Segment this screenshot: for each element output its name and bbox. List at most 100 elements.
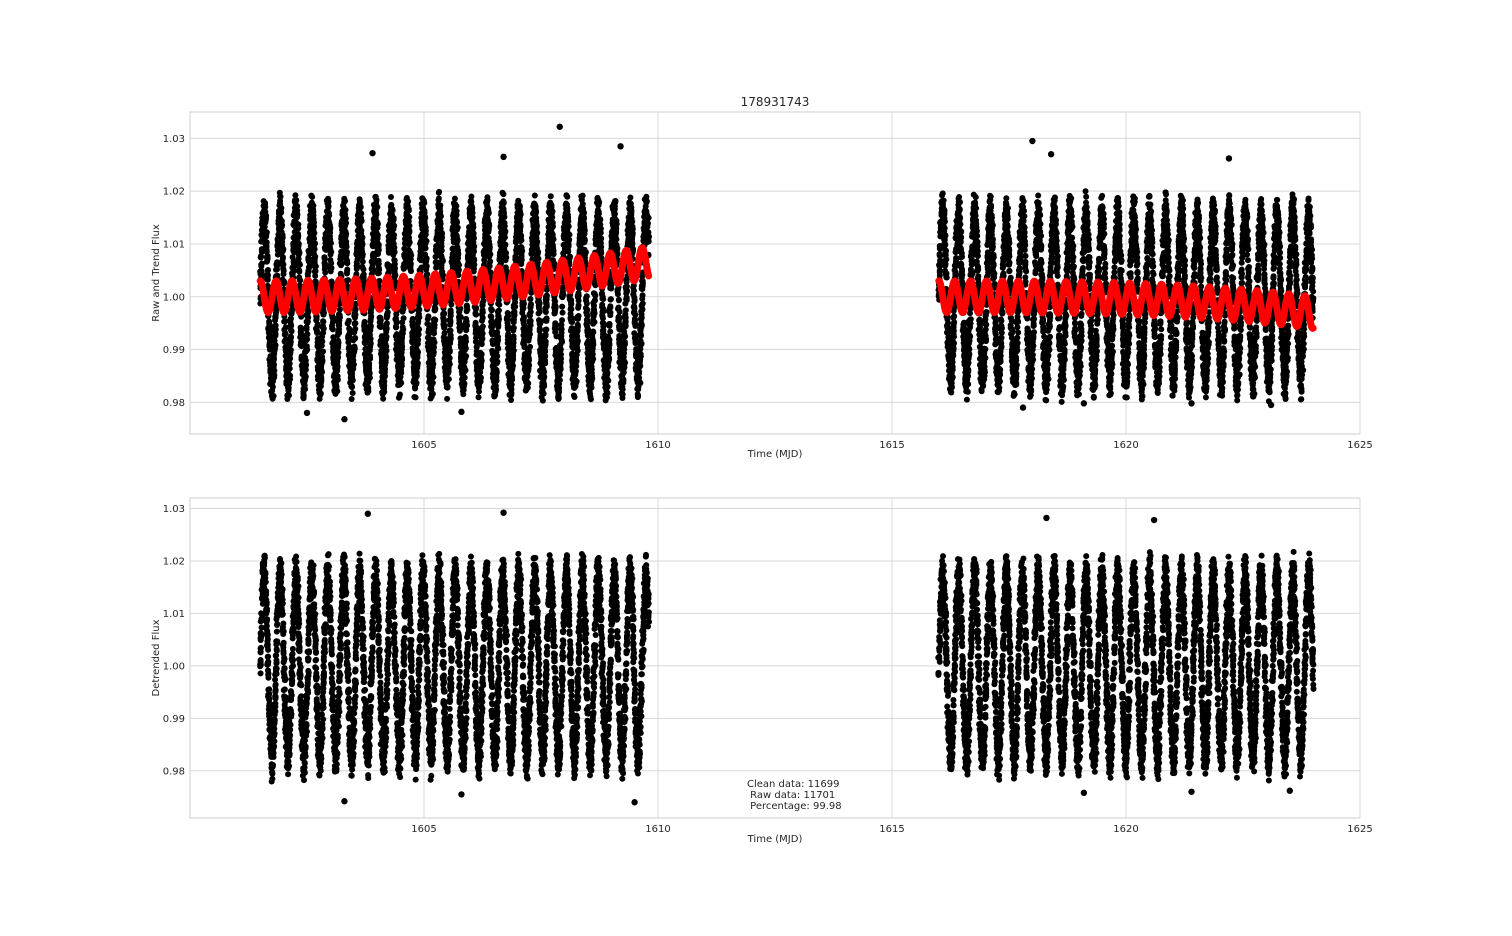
data-point [479, 330, 486, 337]
data-point [264, 276, 271, 283]
data-point [285, 380, 292, 387]
data-point [367, 323, 374, 330]
data-point [518, 256, 525, 263]
data-point [375, 241, 382, 248]
data-point [543, 326, 550, 333]
data-point [374, 221, 381, 228]
data-point [365, 385, 372, 392]
data-point [262, 218, 269, 224]
data-point [263, 239, 270, 246]
data-point [555, 395, 562, 402]
data-point [463, 353, 470, 360]
data-point [370, 266, 377, 273]
data-point [470, 235, 477, 242]
data-point [320, 311, 327, 318]
data-point [415, 311, 422, 318]
data-point [274, 272, 281, 279]
data-point [295, 225, 302, 232]
data-point [495, 308, 502, 315]
data-point [408, 252, 415, 259]
data-point [377, 316, 384, 323]
data-point [366, 374, 373, 381]
data-point [540, 380, 547, 387]
data-point [304, 336, 311, 343]
data-point [471, 265, 478, 272]
data-point [312, 240, 319, 247]
raw-trend-marks [256, 123, 1317, 423]
data-point [473, 304, 480, 311]
data-point [312, 268, 319, 275]
data-point [297, 277, 304, 284]
data-point [447, 312, 454, 319]
data-point [542, 348, 549, 355]
data-point [265, 272, 272, 279]
data-point [405, 218, 412, 225]
data-point [383, 354, 390, 361]
data-point [359, 251, 366, 258]
data-point [272, 331, 279, 338]
data-point [342, 207, 349, 213]
data-point [510, 324, 517, 331]
data-point [327, 236, 334, 243]
data-point [263, 212, 270, 219]
data-point [565, 223, 572, 230]
data-point [422, 245, 429, 252]
data-point [302, 386, 309, 393]
data-point [287, 315, 294, 322]
data-point [540, 369, 547, 376]
data-point [447, 321, 454, 328]
data-point [468, 203, 475, 210]
data-point [270, 393, 277, 400]
data-point [295, 232, 302, 239]
data-point [421, 199, 428, 206]
data-point [282, 330, 289, 337]
data-point [352, 334, 359, 341]
data-point [464, 322, 471, 329]
data-point [510, 333, 517, 340]
data-point [471, 243, 478, 250]
data-point [335, 354, 342, 361]
data-point [296, 249, 303, 256]
data-point [348, 395, 355, 402]
data-point [525, 380, 532, 387]
data-point [484, 211, 491, 218]
data-point [520, 300, 527, 307]
data-point [486, 250, 493, 257]
data-point [288, 309, 295, 316]
data-point [423, 238, 430, 245]
data-point [350, 361, 357, 368]
data-point [375, 265, 382, 272]
data-point [296, 282, 303, 289]
data-point [293, 197, 300, 204]
data-point [295, 255, 302, 262]
data-point [439, 257, 446, 264]
data-point [559, 339, 566, 346]
data-point [489, 320, 496, 327]
data-point [454, 224, 461, 231]
data-point [455, 267, 462, 274]
data-point [327, 225, 334, 231]
data-point [374, 235, 381, 242]
data-point [500, 209, 507, 216]
data-point [351, 345, 358, 352]
data-point [486, 244, 493, 251]
data-point [303, 361, 310, 368]
data-point [391, 249, 398, 256]
data-point [303, 343, 310, 350]
data-point [390, 216, 397, 223]
data-point [495, 337, 502, 344]
data-point [257, 254, 264, 261]
data-point [375, 246, 382, 253]
data-point [424, 316, 431, 323]
data-point [556, 377, 563, 384]
data-point [535, 255, 542, 262]
data-point [302, 373, 309, 380]
data-point [414, 337, 421, 344]
data-point [510, 353, 517, 360]
data-point [470, 224, 477, 231]
data-point [294, 203, 301, 210]
data-point [469, 214, 476, 221]
data-point [431, 322, 438, 329]
data-point [390, 234, 397, 241]
data-point [451, 195, 458, 202]
